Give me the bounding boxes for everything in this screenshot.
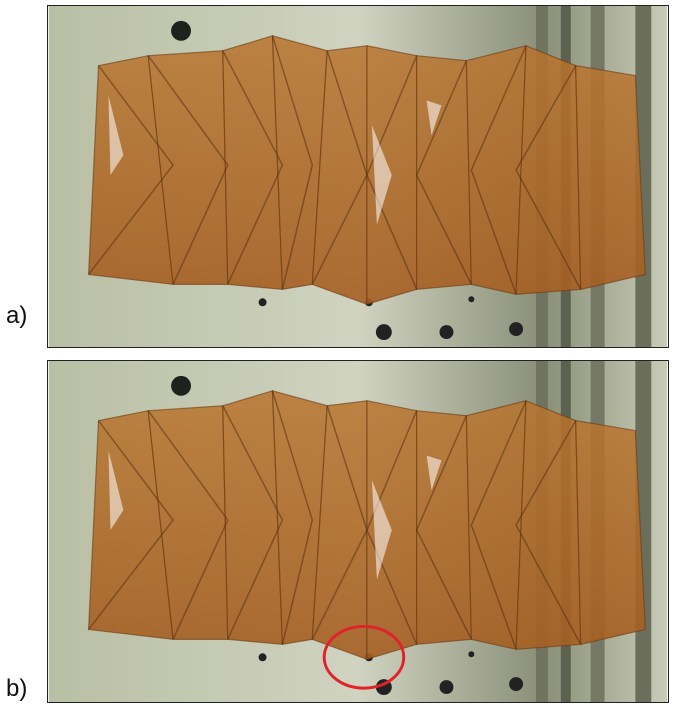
figure: a) b) [0, 0, 673, 708]
photo-b [47, 360, 669, 703]
folded-structure [49, 6, 667, 347]
folded-structure [49, 361, 667, 702]
panel-label: b) [6, 675, 27, 703]
photo-a [47, 5, 669, 348]
panel-label: a) [6, 302, 27, 330]
